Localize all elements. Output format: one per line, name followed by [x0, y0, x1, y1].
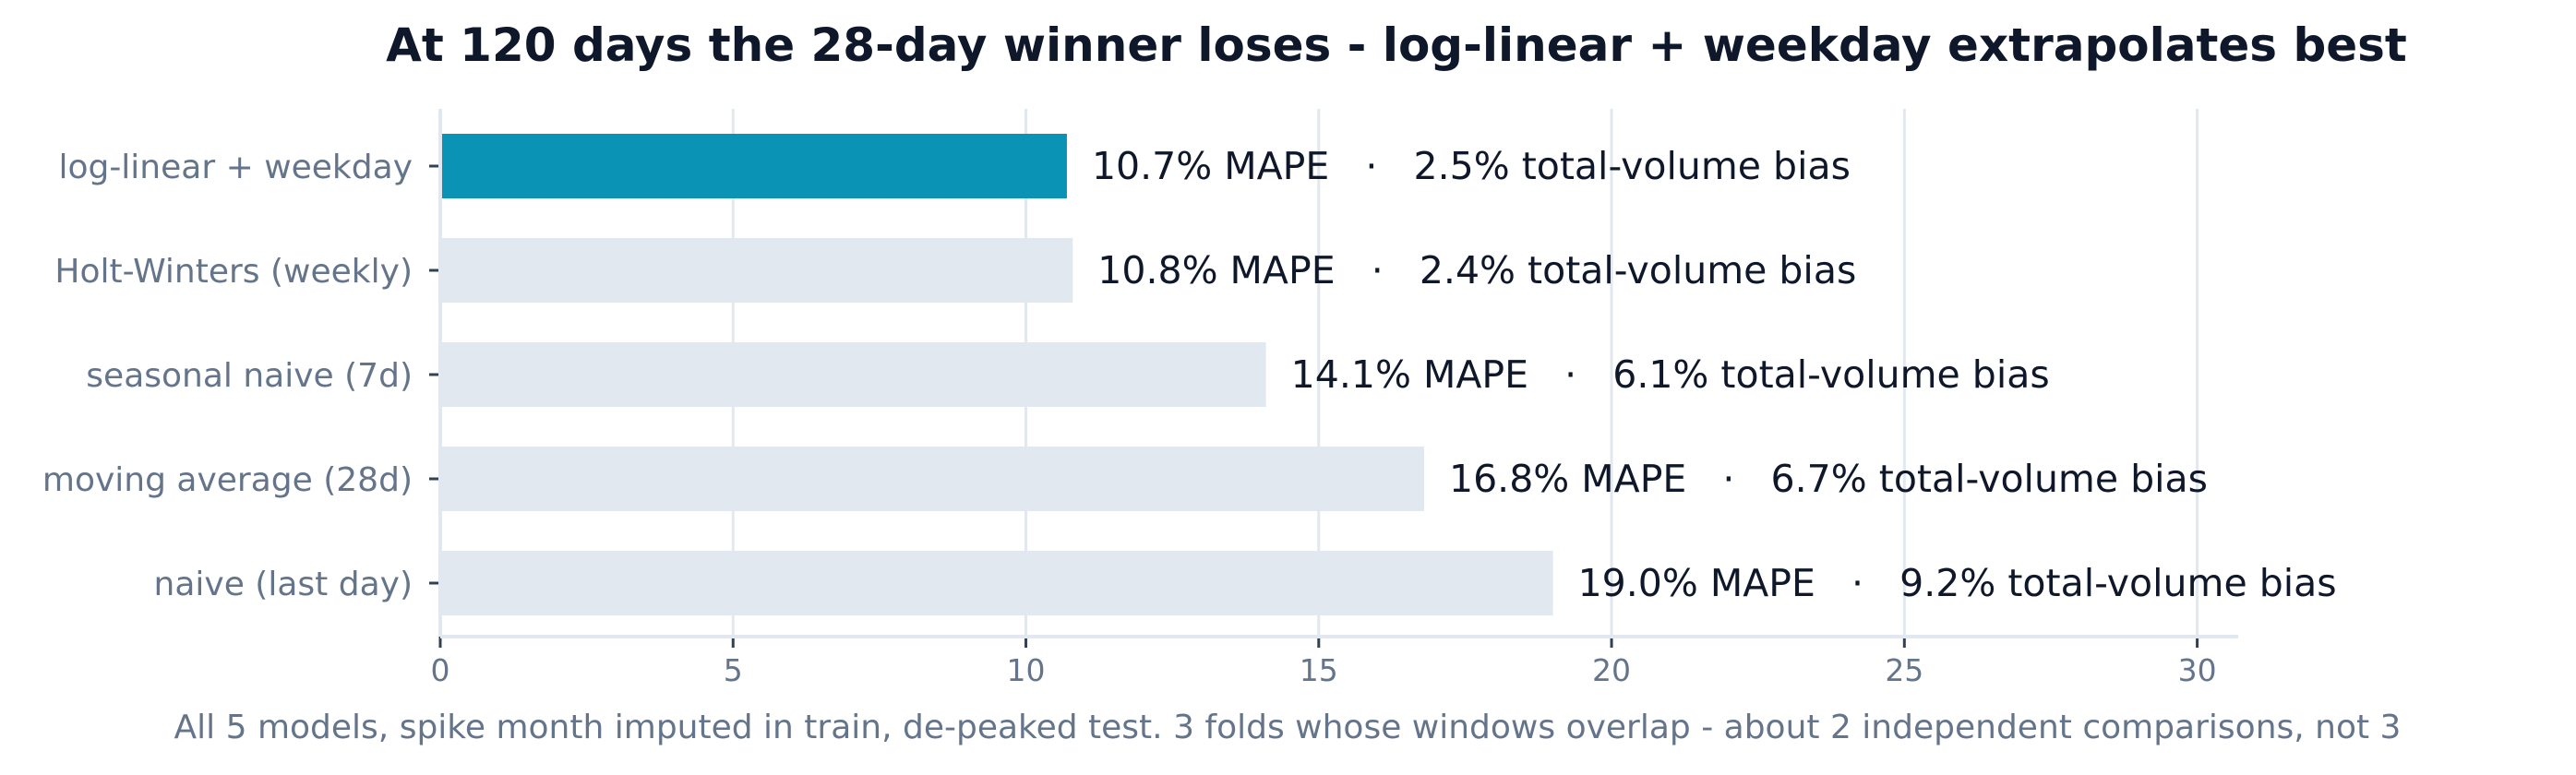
bar — [440, 551, 1553, 615]
bar — [440, 238, 1073, 303]
x-tick-label: 10 — [1007, 652, 1046, 688]
data-label: 16.8% MAPE · 6.7% total-volume bias — [1449, 457, 2208, 501]
x-tick-labels: 0 5 10 15 20 25 30 — [431, 652, 2217, 688]
data-labels: 10.7% MAPE · 2.5% total-volume bias 10.8%… — [1092, 144, 2337, 605]
x-tick-label: 0 — [431, 652, 450, 688]
x-tick-label: 15 — [1300, 652, 1338, 688]
x-tick-label: 20 — [1592, 652, 1631, 688]
category-label: log-linear + weekday — [58, 149, 413, 186]
bars — [440, 134, 1553, 615]
data-label: 10.7% MAPE · 2.5% total-volume bias — [1092, 144, 1851, 188]
category-label: Holt-Winters (weekly) — [54, 253, 413, 291]
data-label: 19.0% MAPE · 9.2% total-volume bias — [1578, 561, 2337, 605]
x-tick-label: 30 — [2178, 652, 2217, 688]
data-label: 14.1% MAPE · 6.1% total-volume bias — [1291, 352, 2050, 397]
axes — [429, 109, 2238, 648]
category-labels: log-linear + weekday Holt-Winters (weekly… — [42, 149, 413, 603]
category-label: moving average (28d) — [42, 461, 413, 499]
data-label: 10.8% MAPE · 2.4% total-volume bias — [1097, 248, 1856, 292]
category-label: seasonal naive (7d) — [86, 357, 413, 395]
bar — [440, 342, 1266, 407]
bar — [440, 134, 1067, 198]
x-tick-label: 25 — [1885, 652, 1923, 688]
chart-title: At 120 days the 28-day winner loses - lo… — [386, 18, 2407, 72]
bar — [440, 447, 1425, 511]
x-tick-label: 5 — [724, 652, 743, 688]
chart-caption: All 5 models, spike month imputed in tra… — [174, 709, 2402, 746]
category-label: naive (last day) — [154, 566, 413, 603]
